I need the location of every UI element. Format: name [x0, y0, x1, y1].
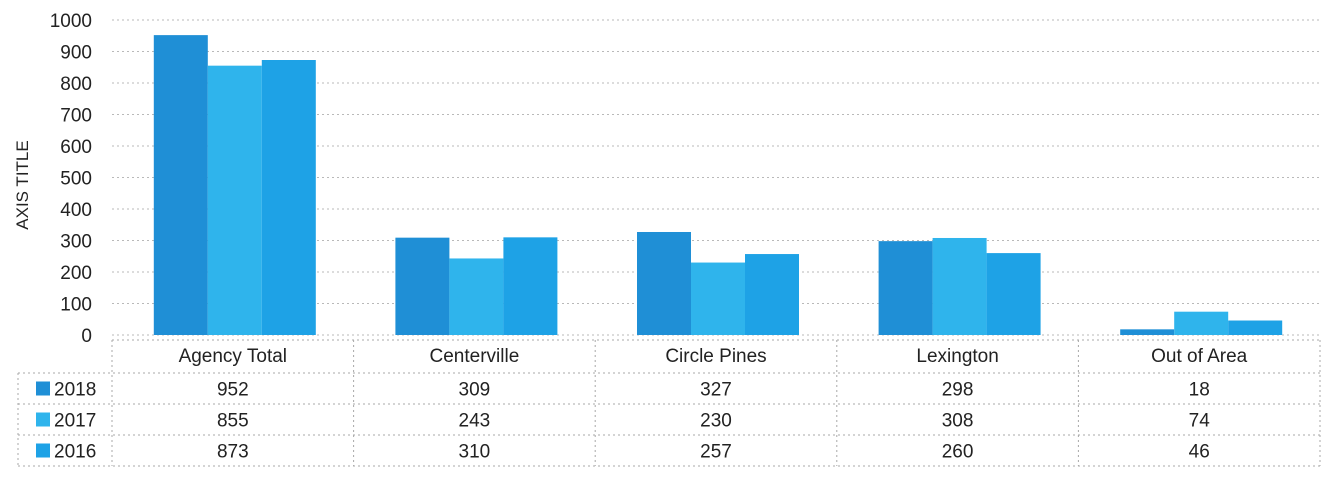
data-label: 74: [1189, 411, 1211, 432]
bar: [637, 231, 691, 335]
legend-label: 2018: [54, 380, 96, 401]
data-label: 308: [942, 411, 974, 432]
bar: [691, 262, 745, 335]
bar: [207, 65, 262, 336]
legend-swatch: [36, 443, 50, 458]
data-label: 298: [942, 380, 974, 401]
y-tick-label: 1000: [50, 11, 92, 32]
bar: [153, 35, 208, 336]
y-tick-label: 800: [60, 74, 92, 95]
y-tick-label: 900: [60, 43, 92, 64]
x-category-label: Agency Total: [179, 346, 287, 367]
data-label: 952: [217, 380, 249, 401]
legend-swatch: [36, 412, 50, 427]
data-label: 18: [1189, 380, 1210, 401]
data-label: 327: [700, 380, 732, 401]
data-label: 873: [217, 442, 249, 463]
data-label: 230: [700, 411, 732, 432]
bar: [1228, 320, 1283, 335]
bar: [449, 258, 504, 335]
bar: [395, 237, 450, 335]
data-label: 260: [942, 442, 974, 463]
bar: [503, 237, 558, 335]
y-tick-label: 700: [60, 106, 92, 127]
data-label: 855: [217, 411, 249, 432]
data-label: 243: [459, 411, 491, 432]
bar: [986, 253, 1041, 335]
bar: [745, 254, 799, 335]
x-category-label: Circle Pines: [665, 346, 766, 367]
legend-swatch: [36, 381, 50, 396]
y-tick-label: 200: [60, 263, 92, 284]
bar: [261, 60, 316, 335]
data-table: Agency Total Centerville Circle Pines Lexin…: [17, 339, 1321, 467]
data-label: 309: [459, 380, 491, 401]
data-label: 257: [700, 442, 732, 463]
y-tick-label: 500: [60, 169, 92, 190]
bars: [153, 35, 1283, 336]
y-tick-label: 100: [60, 295, 92, 316]
data-label: 46: [1189, 442, 1210, 463]
y-tick-label: 600: [60, 137, 92, 158]
y-axis-ticks: 0 100 200 300 400 500 600 700 800 900 1000: [50, 11, 92, 347]
y-tick-label: 300: [60, 232, 92, 253]
bar: [1120, 329, 1175, 335]
data-label: 310: [459, 442, 491, 463]
bar: [1174, 311, 1229, 335]
legend-label: 2016: [54, 442, 96, 463]
y-axis-title: AXIS TITLE: [13, 140, 32, 229]
x-category-label: Centerville: [430, 346, 520, 367]
x-category-label: Out of Area: [1151, 346, 1248, 367]
bar: [878, 241, 933, 335]
y-tick-label: 0: [81, 326, 92, 347]
x-category-label: Lexington: [916, 346, 998, 367]
y-tick-label: 400: [60, 200, 92, 221]
bar: [932, 237, 987, 335]
legend-label: 2017: [54, 411, 96, 432]
